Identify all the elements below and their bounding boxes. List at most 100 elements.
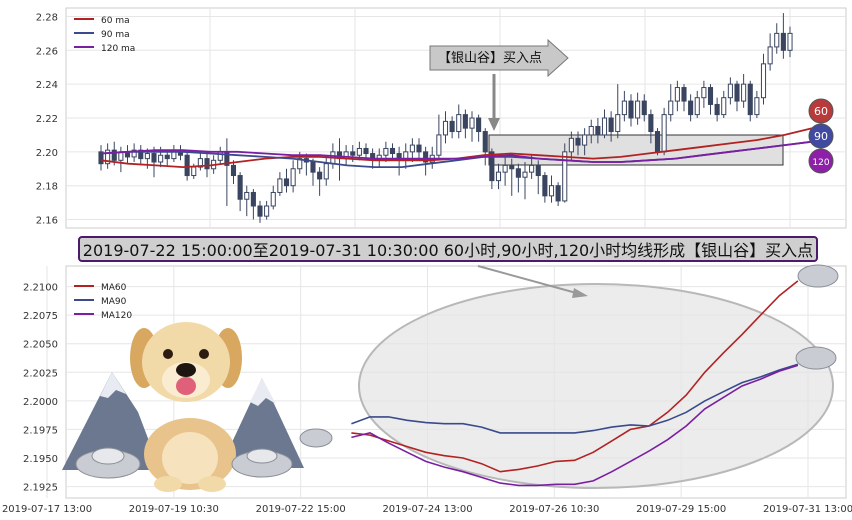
x-tick-label: 2019-07-26 10:30 xyxy=(509,504,599,515)
candle-body xyxy=(535,164,541,177)
ingot-right-top xyxy=(246,448,278,464)
y-tick-label: 2.2050 xyxy=(23,340,58,351)
x-tick-label: 2019-07-19 10:30 xyxy=(129,504,219,515)
x-tick-label: 2019-07-17 13:00 xyxy=(2,504,92,515)
candle-body xyxy=(760,63,767,99)
banner-pointer-head xyxy=(572,288,588,298)
x-axis: 2019-07-17 13:00 2019-07-19 10:30 2019-07-… xyxy=(2,504,852,515)
candle-body xyxy=(568,137,574,153)
candle-body xyxy=(197,158,203,168)
candle-body xyxy=(158,154,164,163)
silver-ingots xyxy=(75,264,839,479)
candle-body xyxy=(310,161,316,173)
ingot-start xyxy=(299,428,333,448)
y-tick-label: 2.2075 xyxy=(23,311,58,322)
candle-body xyxy=(449,120,455,133)
dog-illustration xyxy=(130,322,242,492)
candle-body xyxy=(151,153,157,163)
legend-label: 60 ma xyxy=(101,16,130,26)
highlight-box xyxy=(488,134,784,166)
candle-body xyxy=(264,205,270,217)
candle-body xyxy=(668,100,674,116)
candle-body xyxy=(257,205,263,217)
y-tick-label: 2.22 xyxy=(36,114,58,125)
candle-body xyxy=(217,151,223,161)
x-tick-label: 2019-07-29 15:00 xyxy=(636,504,726,515)
candle-body xyxy=(323,163,329,180)
candle-body xyxy=(230,164,237,177)
legend-label: MA90 xyxy=(101,297,127,307)
ma-badge-label: 60 xyxy=(814,105,828,118)
ma-badge-label: 120 xyxy=(812,158,829,168)
y-tick-label: 2.26 xyxy=(36,46,58,57)
candle-body xyxy=(409,144,415,153)
candle-body xyxy=(582,134,588,146)
candle-body xyxy=(654,131,661,153)
buy-point-callout: 【银山谷】买入点 xyxy=(429,38,569,131)
candle-body xyxy=(476,117,482,133)
candle-body xyxy=(356,147,362,156)
candle-body xyxy=(635,100,641,119)
candle-body xyxy=(98,151,104,165)
ma-badge xyxy=(808,148,834,174)
ma-badge xyxy=(808,98,834,124)
callout-label: 【银山谷】买入点 xyxy=(438,51,542,66)
ma-line-chart: 2.1925 2.1950 2.1975 2.2000 2.2025 2.2050 2.20… xyxy=(2,264,852,515)
candle-body xyxy=(595,125,601,136)
y-tick-label: 2.1925 xyxy=(23,483,58,494)
candle-body xyxy=(648,114,654,133)
candle-body xyxy=(204,158,210,170)
dog-paw-left xyxy=(154,476,182,492)
legend: MA60 MA90 MA120 xyxy=(74,283,132,321)
candle-body xyxy=(164,154,170,160)
candle-body xyxy=(363,147,369,155)
dog-tongue xyxy=(176,377,196,395)
legend: 60 ma 90 ma 120 ma xyxy=(74,16,135,54)
y-axis: 2.1925 2.1950 2.1975 2.2000 2.2025 2.2050 2.20… xyxy=(23,283,58,494)
candle-body xyxy=(575,137,581,146)
candle-body xyxy=(694,97,700,116)
candle-body xyxy=(754,97,760,116)
dog-paw-right xyxy=(198,476,226,492)
candle-body xyxy=(548,185,555,197)
candle-body xyxy=(462,114,468,129)
ma-line-120-ma xyxy=(100,140,813,163)
ma-lines xyxy=(351,280,799,487)
mountain-decoration xyxy=(62,372,304,470)
candle-body xyxy=(191,166,197,177)
candle-body xyxy=(555,185,561,202)
y-tick-label: 2.20 xyxy=(36,148,58,159)
dog-eye-right xyxy=(199,349,209,359)
candle-body xyxy=(423,151,429,163)
y-axis: 2.16 2.18 2.20 2.22 2.24 2.26 2.28 xyxy=(36,12,58,226)
candle-body xyxy=(721,97,727,116)
y-tick-label: 2.24 xyxy=(36,80,58,91)
candle-body xyxy=(714,103,720,116)
candle-body xyxy=(244,191,250,200)
candle-body xyxy=(701,87,707,99)
candle-body xyxy=(131,149,137,158)
candle-body xyxy=(350,151,356,156)
candle-body xyxy=(588,125,594,136)
candle-body xyxy=(542,175,548,197)
ma-line-MA90 xyxy=(351,363,799,434)
candle-body xyxy=(529,164,535,173)
candle-body xyxy=(138,149,144,160)
highlight-ellipse xyxy=(358,283,834,489)
legend-label: MA60 xyxy=(101,283,127,293)
candle-body xyxy=(727,83,733,99)
callout-arrow-shape xyxy=(429,38,569,78)
candle-body xyxy=(747,83,753,116)
candle-body xyxy=(741,83,747,102)
candle-body xyxy=(482,131,488,153)
candle-body xyxy=(641,100,647,116)
candle-body xyxy=(707,87,714,105)
y-tick-label: 2.1950 xyxy=(23,454,58,465)
candle-body xyxy=(237,175,243,200)
candle-body xyxy=(495,171,502,182)
ma-line-MA120 xyxy=(351,364,799,487)
candle-body xyxy=(767,46,773,65)
candle-body xyxy=(509,164,515,170)
callout-pointer-head xyxy=(488,118,500,131)
candle-body xyxy=(734,83,740,102)
